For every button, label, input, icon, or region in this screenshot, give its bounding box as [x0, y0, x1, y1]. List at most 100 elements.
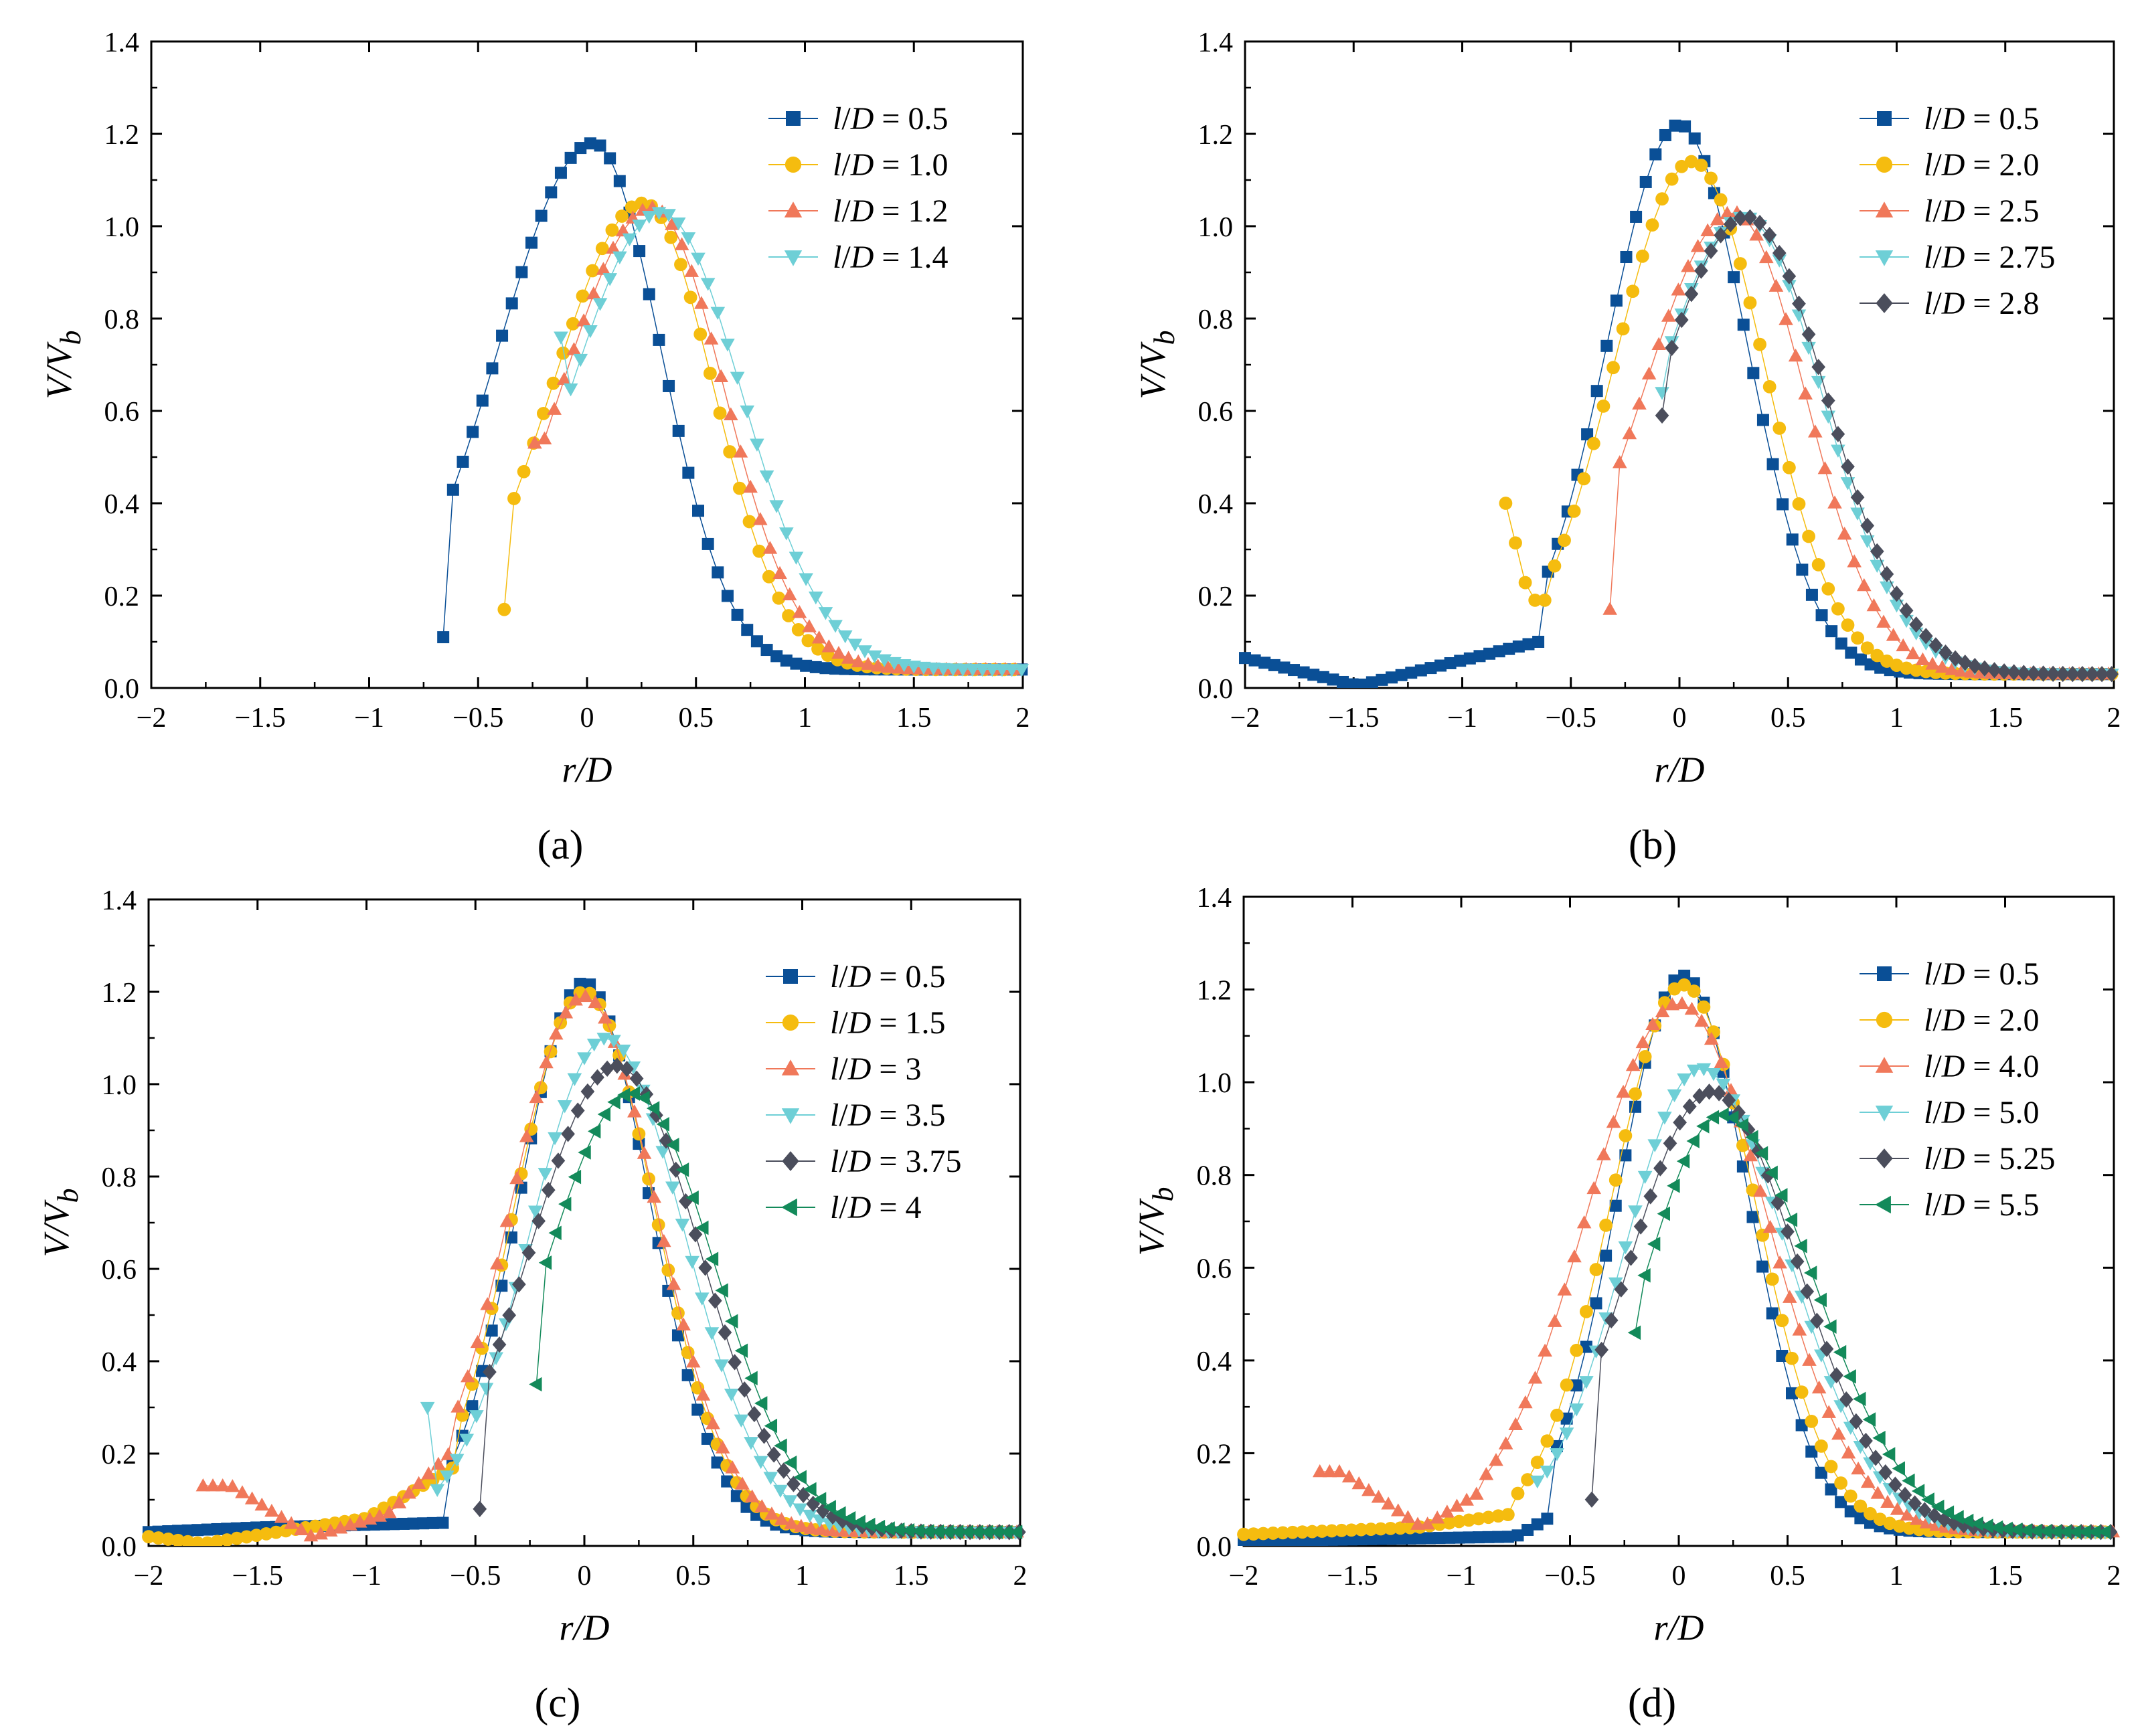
data-point — [728, 1354, 742, 1371]
data-point — [181, 1524, 194, 1537]
data-point — [505, 297, 518, 310]
x-tick-label: −2 — [134, 1561, 164, 1591]
x-axis-label: r/D — [562, 750, 612, 790]
svg-text:V/Vb: V/Vb — [1133, 331, 1181, 400]
data-point — [244, 1491, 260, 1504]
data-point — [561, 1126, 575, 1142]
data-point — [764, 1418, 778, 1434]
data-point — [950, 1525, 964, 1539]
legend-marker — [1877, 111, 1892, 126]
y-tick-label: 0.0 — [104, 674, 140, 705]
data-point — [1305, 1525, 1319, 1539]
data-point — [1987, 662, 2001, 679]
data-point — [1501, 1531, 1514, 1543]
data-point — [1714, 193, 1728, 207]
data-point — [1620, 250, 1633, 263]
data-point — [1616, 1085, 1631, 1098]
y-axis-label-subscript: b — [1148, 331, 1181, 345]
data-point — [1453, 1531, 1465, 1544]
data-point — [1651, 337, 1666, 350]
data-point — [1479, 1467, 1494, 1480]
data-point — [1777, 498, 1789, 511]
data-point — [545, 186, 558, 199]
data-point — [1677, 978, 1691, 992]
data-point — [1888, 1476, 1902, 1493]
data-point — [1722, 1092, 1736, 1109]
data-point — [539, 1055, 554, 1069]
data-point — [1851, 631, 1864, 645]
data-point — [1569, 1403, 1584, 1417]
legend-marker — [1875, 250, 1894, 266]
data-point — [1560, 1412, 1573, 1425]
data-point — [792, 604, 807, 618]
data-point — [698, 1260, 713, 1276]
x-tick-label: 1 — [795, 1561, 809, 1591]
data-point — [469, 1410, 484, 1423]
panel-b: 0.0 0.2 0.4 0.6 0.8 1.0 1.2 1.4 −2 −1.5 −1 −0.5 0 0.5… — [1133, 27, 2121, 868]
data-point — [1614, 1281, 1629, 1298]
data-point — [1716, 1107, 1729, 1122]
data-point — [1414, 664, 1427, 677]
data-point — [940, 1525, 954, 1539]
data-point — [721, 590, 734, 602]
legend-item: l/D = 2.8 — [1860, 286, 2039, 321]
data-point — [1902, 1473, 1915, 1488]
y-tick-label: 0.8 — [102, 1162, 137, 1193]
x-tick-label: 2 — [2107, 1561, 2121, 1591]
x-tick-label: −1.5 — [1327, 1561, 1378, 1591]
data-point — [1590, 385, 1603, 398]
data-point — [656, 1117, 669, 1132]
data-point — [1765, 1272, 1779, 1286]
data-point — [776, 1462, 791, 1479]
legend-item: l/D = 0.5 — [768, 101, 948, 137]
y-tick-label: 0.4 — [102, 1347, 137, 1378]
data-point — [1694, 1013, 1709, 1027]
data-point — [1661, 309, 1676, 322]
data-point — [230, 1531, 244, 1545]
data-point — [752, 544, 766, 558]
data-point — [1590, 1297, 1602, 1310]
data-point — [901, 1523, 915, 1538]
data-point — [1808, 424, 1823, 438]
legend-marker — [1875, 1195, 1891, 1214]
data-point — [2039, 1524, 2052, 1539]
data-point — [1821, 392, 1835, 409]
data-point — [1258, 657, 1271, 669]
data-point — [1297, 666, 1310, 679]
data-point — [1509, 536, 1522, 550]
data-point — [1853, 1499, 1868, 1513]
data-point — [1872, 1430, 1886, 1446]
data-point — [695, 1220, 709, 1235]
x-tick-label: −0.5 — [1546, 703, 1596, 733]
data-point — [535, 209, 548, 222]
x-tick-label: 1.5 — [896, 703, 932, 733]
legend-label: l/D = 1.4 — [833, 240, 948, 275]
data-point — [411, 1476, 426, 1489]
data-point — [1559, 1427, 1574, 1441]
data-point — [1483, 647, 1496, 660]
data-point — [1772, 1255, 1787, 1269]
legend-item: l/D = 1.0 — [768, 147, 948, 183]
data-point — [1862, 1412, 1876, 1427]
data-point — [1335, 1533, 1348, 1546]
legend-item: l/D = 5.0 — [1860, 1095, 2039, 1130]
data-point — [694, 1292, 710, 1306]
data-point — [1743, 209, 1757, 226]
data-point — [1796, 563, 1809, 576]
legend-marker — [1875, 1057, 1894, 1073]
data-point — [574, 978, 586, 990]
data-point — [1880, 566, 1894, 582]
data-point — [615, 223, 631, 237]
data-point — [1811, 1380, 1827, 1394]
data-point — [1442, 1516, 1457, 1530]
data-point — [1829, 1367, 1843, 1384]
data-point — [1737, 319, 1750, 331]
data-point — [1724, 1083, 1738, 1096]
data-point — [1420, 1516, 1435, 1530]
data-point — [2036, 665, 2050, 682]
data-point — [620, 1061, 634, 1077]
data-point — [818, 607, 833, 620]
data-point — [2026, 665, 2041, 682]
data-point — [1645, 218, 1659, 232]
data-point — [1716, 1078, 1731, 1092]
